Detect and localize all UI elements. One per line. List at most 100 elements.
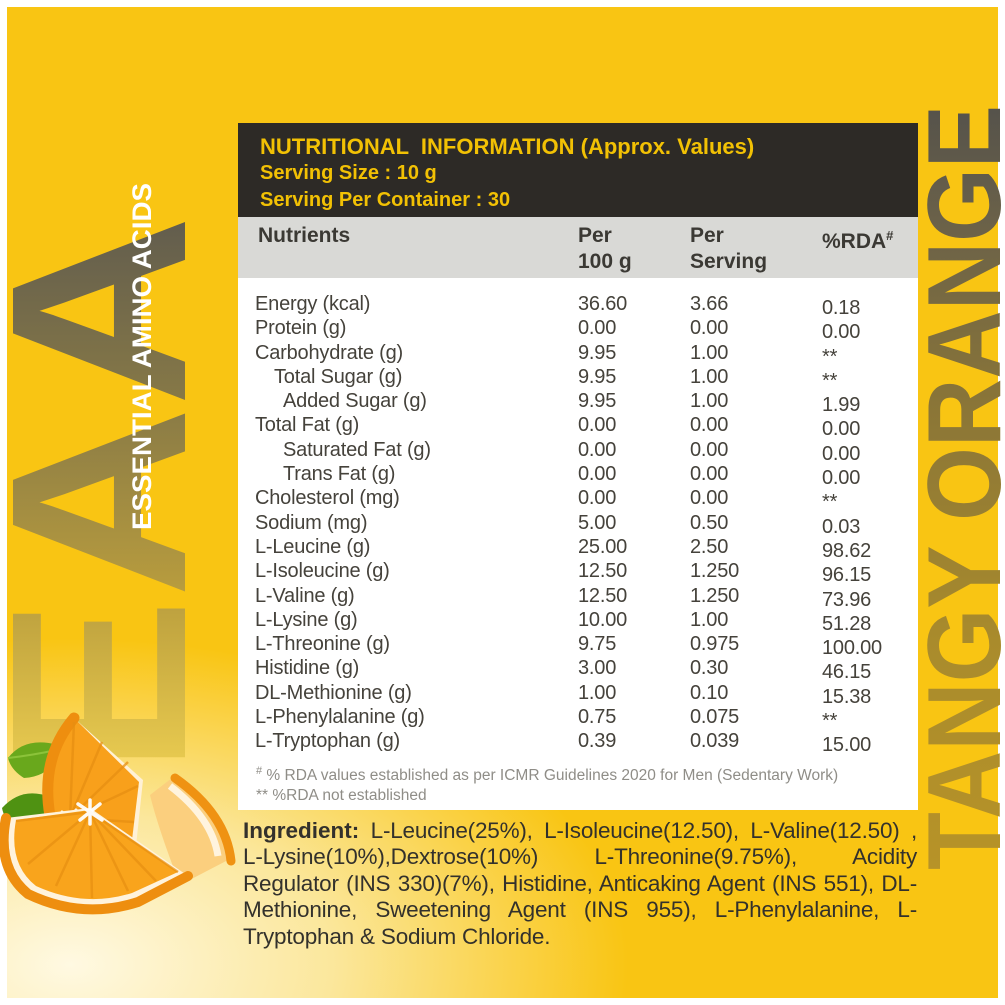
value-per-serving: 0.00 <box>690 487 729 510</box>
value-per-serving: 1.00 <box>690 365 729 388</box>
nutrient-name: L-Threonine (g) <box>255 633 390 656</box>
value-per-100g: 3.00 <box>578 657 617 680</box>
value-per-serving: 3.66 <box>690 293 729 315</box>
table-row: Total Fat (g) 0.00 0.00 0.00 <box>238 414 918 440</box>
value-per-serving: 1.00 <box>690 341 729 364</box>
ingredients-text: L-Leucine(25%), L-Isoleucine(12.50), L-V… <box>243 818 917 949</box>
nutrition-panel: NUTRITIONAL INFORMATION (Approx. Values)… <box>238 123 918 810</box>
value-per-100g: 9.95 <box>578 365 617 388</box>
column-per-serving: Per Serving <box>690 224 768 273</box>
panel-header: NUTRITIONAL INFORMATION (Approx. Values)… <box>238 123 918 217</box>
value-per-100g: 9.75 <box>578 633 617 656</box>
value-per-serving: 0.00 <box>690 463 729 486</box>
value-per-100g: 0.00 <box>578 414 617 437</box>
column-nutrients: Nutrients <box>258 224 351 247</box>
value-rda: 0.18 <box>822 297 861 319</box>
value-per-100g: 9.95 <box>578 390 617 413</box>
value-rda: 0.00 <box>822 321 861 344</box>
nutrient-rows: Energy (kcal) 36.60 3.66 0.18 Protein (g) 0.0… <box>238 293 918 756</box>
table-row: L-Threonine (g) 9.75 0.975 100.00 <box>238 633 918 659</box>
value-rda: 0.00 <box>822 418 861 441</box>
nutrient-name: Sodium (mg) <box>255 511 368 534</box>
nutrient-name: Protein (g) <box>255 317 347 340</box>
table-row: Trans Fat (g) 0.00 0.00 0.00 <box>238 463 918 489</box>
value-per-serving: 2.50 <box>690 535 729 558</box>
panel-title: NUTRITIONAL INFORMATION (Approx. Values) <box>260 134 755 159</box>
table-row: Protein (g) 0.00 0.00 0.00 <box>238 317 918 343</box>
value-per-serving: 1.250 <box>690 584 740 607</box>
value-rda: 73.96 <box>822 588 872 611</box>
tangy-orange-vertical-text: TANGY ORANGE <box>920 105 1005 870</box>
nutrient-table-body: Energy (kcal) 36.60 3.66 0.18 Protein (g) 0.0… <box>238 278 918 810</box>
value-per-100g: 9.95 <box>578 341 617 364</box>
value-rda: 15.38 <box>822 685 872 708</box>
value-per-serving: 1.00 <box>690 390 729 413</box>
essential-amino-acids-vertical-text: ESSENTIAL AMINO ACIDS <box>127 183 157 530</box>
nutrient-name: Carbohydrate (g) <box>255 341 403 364</box>
table-row: L-Lysine (g) 10.00 1.00 51.28 <box>238 608 918 635</box>
table-row: L-Tryptophan (g) 0.39 0.039 15.00 <box>238 730 918 756</box>
value-rda: 15.00 <box>822 734 872 757</box>
value-per-100g: 0.39 <box>578 730 617 753</box>
footnote-rda-not-established: ** %RDA not established <box>256 787 427 805</box>
table-row: Sodium (mg) 5.00 0.50 0.03 <box>238 511 918 538</box>
value-per-100g: 12.50 <box>578 584 628 607</box>
nutrient-name: Saturated Fat (g) <box>283 438 431 461</box>
value-per-100g: 0.00 <box>578 317 617 340</box>
value-rda: 0.00 <box>822 467 861 490</box>
nutrient-name: L-Isoleucine (g) <box>255 560 390 583</box>
value-rda: 100.00 <box>822 637 882 660</box>
value-per-100g: 0.00 <box>578 438 617 461</box>
nutrient-name: Total Sugar (g) <box>274 365 403 388</box>
orange-slices-image <box>0 712 236 915</box>
value-rda: ** <box>822 491 838 514</box>
value-per-serving: 0.975 <box>690 633 740 656</box>
table-row: Cholesterol (mg) 0.00 0.00 ** <box>238 487 918 513</box>
column-rda: %RDA# <box>822 228 894 253</box>
table-row: Histidine (g) 3.00 0.30 46.15 <box>238 657 918 683</box>
value-rda: 96.15 <box>822 564 872 587</box>
nutrient-name: Histidine (g) <box>255 657 360 680</box>
footnote-rda-source: # % RDA values established as per ICMR G… <box>256 764 839 784</box>
value-per-serving: 0.00 <box>690 438 729 461</box>
value-per-100g: 12.50 <box>578 560 628 583</box>
value-rda: ** <box>822 369 838 392</box>
table-row: Saturated Fat (g) 0.00 0.00 0.00 <box>238 438 918 465</box>
value-per-100g: 1.00 <box>578 681 617 704</box>
table-row: L-Phenylalanine (g) 0.75 0.075 ** <box>238 706 918 732</box>
value-per-100g: 25.00 <box>578 535 628 558</box>
table-row: Added Sugar (g) 9.95 1.00 1.99 <box>238 390 918 416</box>
nutrient-name: Cholesterol (mg) <box>255 487 400 510</box>
ingredients-paragraph: Ingredient: L-Leucine(25%), L-Isoleucine… <box>243 818 917 950</box>
flavor-text: TANGY ORANGE <box>920 105 1005 870</box>
orange-wedge-front <box>0 798 193 915</box>
table-row: DL-Methionine (g) 1.00 0.10 15.38 <box>238 681 918 708</box>
table-row: Total Sugar (g) 9.95 1.00 ** <box>238 365 918 392</box>
nutrient-name: Trans Fat (g) <box>283 463 396 486</box>
value-rda: ** <box>822 345 838 368</box>
nutrient-name: L-Valine (g) <box>255 584 355 607</box>
nutrient-name: Added Sugar (g) <box>283 390 427 413</box>
value-per-serving: 1.00 <box>690 608 729 631</box>
value-per-serving: 0.075 <box>690 706 740 729</box>
nutrient-name: Total Fat (g) <box>255 414 360 437</box>
column-header-row: Nutrients Per 100 g Per Serving %RDA# <box>238 217 918 278</box>
value-rda: 98.62 <box>822 539 872 562</box>
table-row: L-Valine (g) 12.50 1.250 73.96 <box>238 584 918 611</box>
value-per-serving: 0.10 <box>690 681 729 704</box>
value-per-serving: 0.039 <box>690 730 740 753</box>
value-per-100g: 36.60 <box>578 293 628 315</box>
column-per-100g: Per 100 g <box>578 224 632 273</box>
nutrient-name: DL-Methionine (g) <box>255 681 412 704</box>
serving-per-container: Serving Per Container : 30 <box>260 189 511 211</box>
ingredients-label: Ingredient: <box>243 818 360 843</box>
value-rda: ** <box>822 710 838 733</box>
nutrient-name: L-Tryptophan (g) <box>255 730 401 753</box>
footnotes: # % RDA values established as per ICMR G… <box>238 761 918 807</box>
orange-wedge-right <box>150 773 236 885</box>
table-row: L-Leucine (g) 25.00 2.50 98.62 <box>238 535 918 562</box>
value-per-100g: 0.75 <box>578 706 617 729</box>
value-per-100g: 5.00 <box>578 511 617 534</box>
nutrient-name: L-Leucine (g) <box>255 535 371 558</box>
